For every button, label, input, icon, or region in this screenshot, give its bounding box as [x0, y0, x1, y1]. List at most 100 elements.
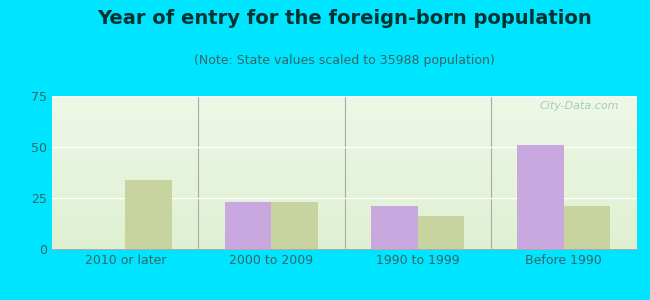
Bar [52, 165, 637, 167]
Bar [52, 133, 637, 134]
Bar [52, 117, 637, 119]
Bar [52, 178, 637, 180]
Bar [52, 154, 637, 156]
Bar [52, 130, 637, 131]
Bar [52, 194, 637, 196]
Bar [52, 113, 637, 114]
Bar [52, 215, 637, 217]
Bar [52, 183, 637, 185]
Bar [52, 125, 637, 127]
Bar [52, 244, 637, 246]
Bar [52, 168, 637, 170]
Bar [52, 148, 637, 149]
Bar [52, 134, 637, 136]
Bar [52, 188, 637, 189]
Bar [125, 180, 172, 249]
Bar [272, 202, 318, 249]
Bar [52, 136, 637, 137]
Bar [52, 167, 637, 168]
Bar [52, 100, 637, 102]
Bar [52, 223, 637, 224]
Bar [52, 214, 637, 215]
Bar [52, 176, 637, 177]
Bar [52, 238, 637, 240]
Bar [517, 145, 564, 249]
Bar [417, 216, 464, 249]
Bar [52, 248, 637, 249]
Bar [52, 163, 637, 165]
Bar [52, 122, 637, 124]
Bar [52, 218, 637, 220]
Bar [52, 169, 637, 171]
Bar [52, 137, 637, 139]
Bar [52, 157, 637, 159]
Bar [52, 211, 637, 212]
Text: City-Data.com: City-Data.com [540, 100, 619, 111]
Bar [52, 105, 637, 107]
Bar [52, 111, 637, 113]
Bar [52, 107, 637, 108]
Bar [52, 237, 637, 238]
Bar [52, 102, 637, 104]
Bar [52, 116, 637, 117]
Bar [52, 172, 637, 174]
Bar [52, 159, 637, 160]
Bar [52, 153, 637, 154]
Bar [52, 156, 637, 157]
Bar [52, 209, 637, 211]
Bar [52, 235, 637, 237]
Bar [52, 217, 637, 218]
Bar [52, 119, 637, 121]
Bar [52, 108, 637, 110]
Bar [52, 139, 637, 140]
Bar [52, 205, 637, 206]
Bar [52, 226, 637, 228]
Bar [52, 145, 637, 146]
Bar [52, 182, 637, 183]
Bar [52, 231, 637, 232]
Bar [52, 234, 637, 235]
Bar [52, 99, 637, 100]
Bar [52, 121, 637, 122]
Bar [52, 185, 637, 186]
Bar [52, 224, 637, 226]
Bar [52, 110, 637, 111]
Bar [52, 171, 637, 172]
Bar [52, 96, 637, 98]
Bar [52, 212, 637, 214]
Bar [52, 202, 637, 203]
Bar [52, 160, 637, 162]
Bar [52, 146, 637, 148]
Bar [52, 199, 637, 200]
Bar [52, 229, 637, 231]
Bar [52, 189, 637, 191]
Bar [52, 240, 637, 241]
Bar [52, 232, 637, 234]
Bar [52, 174, 637, 176]
Bar [52, 143, 637, 145]
Bar [52, 192, 637, 194]
Bar [52, 127, 637, 128]
Bar [52, 124, 637, 125]
Legend: 35988, Alabama: 35988, Alabama [243, 296, 446, 300]
Bar [52, 206, 637, 208]
Bar [52, 221, 637, 223]
Bar [52, 241, 637, 243]
Bar [52, 128, 637, 130]
Bar [52, 196, 637, 197]
Bar [52, 186, 637, 188]
Bar [52, 208, 637, 209]
Bar [52, 149, 637, 151]
Bar [52, 197, 637, 199]
Bar [52, 243, 637, 244]
Bar [52, 142, 637, 143]
Bar [52, 203, 637, 205]
Bar [52, 98, 637, 99]
Bar [52, 103, 637, 105]
Bar [370, 206, 417, 249]
Bar [52, 200, 637, 202]
Bar [52, 191, 637, 192]
Bar [52, 151, 637, 153]
Bar [52, 162, 637, 163]
Text: Year of entry for the foreign-born population: Year of entry for the foreign-born popul… [97, 9, 592, 28]
